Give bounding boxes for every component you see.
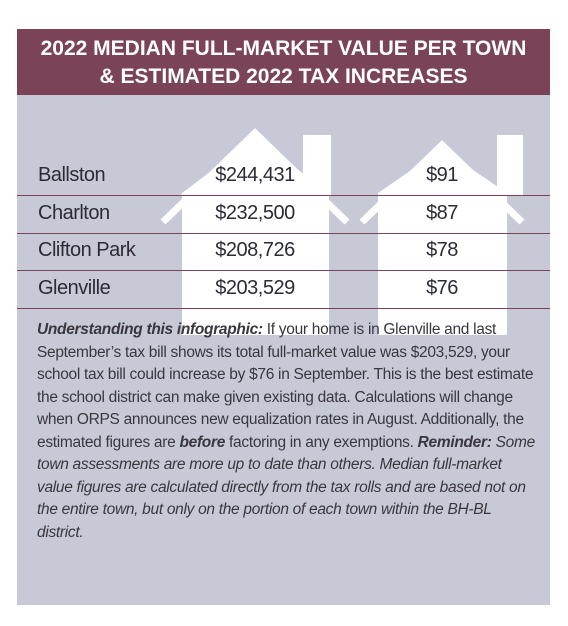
town-name: Clifton Park (38, 239, 136, 261)
title-line: & ESTIMATED 2022 TAX INCREASES (99, 65, 468, 88)
text-segment: before (179, 433, 226, 451)
infographic: 2022 MEDIAN FULL-MARKET VALUE PER TOWN &… (17, 29, 550, 605)
table-cell: $232,500 (215, 201, 295, 224)
title: 2022 MEDIAN FULL-MARKET VALUE PER TOWN &… (17, 29, 550, 95)
row-separator (17, 307, 550, 309)
town-name: Charlton (38, 201, 110, 224)
table-cell: $203,529 (215, 276, 295, 299)
text-segment: Reminder: (417, 433, 492, 451)
row-separator (17, 232, 550, 234)
row-separator (17, 195, 550, 196)
explanation: Understanding this infographic: If your … (37, 319, 537, 544)
text-segment: Understanding this infographic: (37, 321, 263, 338)
table-cell: $76 (426, 276, 458, 299)
row-separator (17, 270, 550, 271)
table-cell: $87 (426, 201, 458, 224)
town-name: Glenville (38, 276, 111, 299)
title-line: 2022 MEDIAN FULL-MARKET VALUE PER TOWN (40, 37, 527, 60)
table-cell: $78 (426, 239, 458, 261)
text-segment: factoring in any exemptions. (225, 433, 418, 451)
table-cell: $244,431 (215, 164, 295, 186)
table-cell: $91 (426, 164, 458, 186)
text-segment: Some town assessments are more up to dat… (37, 433, 535, 541)
table-cell: $208,726 (215, 239, 295, 261)
town-name: Ballston (38, 164, 106, 186)
text-segment: If your home is in Glenville and last Se… (37, 321, 534, 451)
